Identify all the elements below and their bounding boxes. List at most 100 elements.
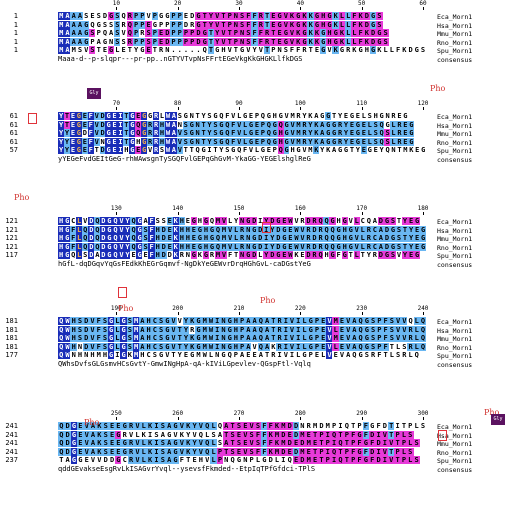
residue: T [270,317,277,325]
residue: V [289,129,296,138]
residue: D [375,439,382,448]
start-position: 1 [13,37,18,46]
residue: S [153,430,160,439]
residue: Q [286,456,294,465]
ruler-tick [116,417,118,420]
residue: M [289,112,296,120]
residue: K [313,29,321,38]
start-position: 181 [5,325,18,334]
residue: Y [401,251,409,260]
residue: S [413,456,420,465]
residue: G [196,225,204,234]
residue: G [107,317,115,325]
residue: H [202,225,210,234]
residue: I [213,334,221,343]
residue: V [145,12,152,20]
residue: T [349,422,357,430]
residue: G [251,242,258,251]
residue: P [376,325,383,334]
residue: I [263,242,270,251]
residue: P [139,12,146,20]
modification-site-box [28,113,37,124]
residue: K [126,351,134,360]
ruler-label: 240 [417,305,429,312]
residue: S [107,20,115,29]
residue: F [87,137,94,146]
pho-annotation: Pho [84,418,100,427]
residue: G [195,342,202,351]
pho-annotation: Pho [430,84,446,93]
residue: N [220,334,227,343]
residue: R [305,225,312,234]
residue: Q [378,129,385,138]
ruler-label: 290 [356,410,368,417]
residue: P [226,20,233,29]
ruler-label: 250 [110,410,122,417]
residue: L [76,217,83,225]
start-position: 1 [13,12,18,20]
residue: H [58,217,65,225]
residue: F [261,430,268,439]
residue: T [387,422,395,430]
ruler-tick [177,212,179,215]
residue: A [170,129,177,138]
residue: G [64,251,71,260]
residue: Q [112,242,119,251]
residue: S [157,325,165,334]
ruler-tick [361,107,363,110]
residue: G [64,242,71,251]
residue: G [368,422,376,430]
residue: S [372,120,379,129]
residue: S [76,325,84,334]
residue: F [178,456,186,465]
species-name: Eca_Morn1 [437,113,473,121]
residue: Q [94,217,101,225]
residue: A [165,447,173,456]
residue: C [359,217,366,225]
residue: R [336,129,344,138]
species-name: Rno_Morn1 [437,448,473,457]
residue: E [407,217,415,225]
residue: I [295,334,302,343]
residue: H [145,325,152,334]
residue: P [248,456,255,465]
residue: H [220,46,227,55]
residue: S [126,342,134,351]
residue: V [118,234,125,243]
residue: T [58,456,65,465]
residue: G [347,225,354,234]
residue: G [384,120,391,129]
residue: F [251,29,258,38]
start-position: 177 [5,351,18,360]
residue: P [182,29,190,38]
residue: V [176,146,183,155]
residue: F [382,317,389,325]
residue: F [349,447,357,456]
ruler-label: 10 [112,0,120,7]
residue: S [238,12,246,20]
residue: Y [301,112,308,120]
residue: S [384,129,391,138]
residue: V [176,317,184,325]
residue: A [89,447,97,456]
residue: C [371,242,379,251]
residue: E [190,234,198,243]
residue: Q [58,430,65,439]
start-position: 121 [5,225,18,234]
residue: Q [357,342,364,351]
species-name: Mmu_Morn1 [437,440,473,449]
residue: G [136,251,143,260]
residue: G [106,234,113,243]
residue: H [145,317,152,325]
residue: G [105,146,112,155]
residue: A [64,46,71,55]
residue: G [389,225,397,234]
residue: V [176,129,183,138]
residue: V [93,137,100,146]
residue: S [95,12,102,20]
residue: G [362,439,370,448]
residue: Q [82,225,89,234]
residue: Y [191,447,198,456]
